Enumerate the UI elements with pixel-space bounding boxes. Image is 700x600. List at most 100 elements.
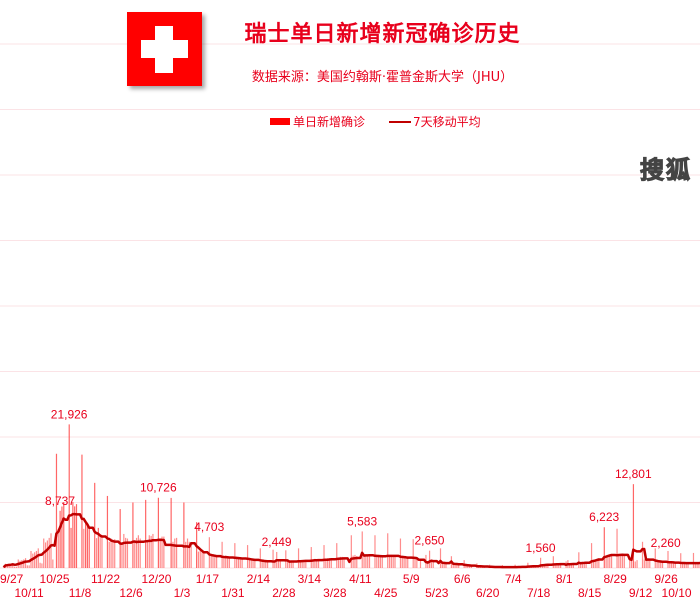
bar — [674, 563, 676, 568]
x-tick-label: 11/8 — [69, 586, 92, 600]
bar — [388, 555, 391, 568]
bar — [681, 563, 684, 568]
bar — [416, 557, 418, 568]
bar — [596, 558, 598, 568]
data-label: 2,260 — [651, 536, 681, 550]
bar — [467, 565, 469, 568]
x-tick-label: 12/6 — [119, 586, 143, 600]
bar — [607, 555, 609, 568]
bar — [210, 554, 212, 568]
bar — [201, 552, 203, 568]
bar — [94, 482, 96, 568]
bar — [379, 555, 382, 568]
bar — [50, 533, 52, 568]
x-tick-label: 7/4 — [505, 572, 522, 586]
x-tick-label: 7/18 — [527, 586, 551, 600]
bar — [328, 558, 331, 568]
bar — [354, 554, 356, 568]
bar — [339, 556, 341, 568]
bar — [32, 553, 34, 568]
x-tick-label: 8/1 — [556, 572, 573, 586]
bar — [81, 454, 83, 568]
bar — [312, 559, 314, 568]
x-tick-label: 9/12 — [629, 586, 653, 600]
bar — [407, 558, 409, 568]
bar — [401, 556, 403, 568]
bar — [649, 560, 651, 568]
bar — [469, 566, 471, 568]
x-tick-label: 9/26 — [654, 572, 678, 586]
data-label: 1,560 — [525, 541, 555, 555]
bar — [83, 528, 85, 568]
bar — [341, 556, 343, 568]
bar — [623, 554, 625, 568]
bar — [330, 558, 332, 568]
bar — [23, 559, 25, 568]
bar — [85, 522, 87, 568]
legend-line-swatch — [389, 120, 412, 123]
bar — [667, 550, 669, 568]
bar — [343, 558, 345, 568]
x-tick-label: 2/14 — [247, 572, 271, 586]
bar — [671, 562, 673, 568]
bar — [381, 556, 383, 568]
bar — [443, 563, 445, 568]
bar — [458, 564, 460, 568]
bar — [367, 554, 369, 568]
bar — [428, 550, 431, 568]
bar — [687, 563, 689, 568]
bar — [698, 562, 700, 568]
bar — [234, 543, 236, 568]
bar — [661, 562, 664, 568]
bar — [183, 502, 185, 568]
x-tick-label: 4/25 — [374, 586, 398, 600]
bar — [239, 557, 241, 568]
bar — [241, 558, 243, 568]
data-label: 4,703 — [194, 520, 224, 534]
bar — [203, 552, 205, 568]
bar — [299, 560, 301, 568]
x-tick-label: 9/27 — [0, 572, 24, 586]
bar — [267, 561, 269, 568]
bar — [15, 566, 18, 568]
bar — [250, 558, 252, 568]
bar — [337, 557, 340, 568]
bar — [629, 558, 631, 568]
bar — [157, 497, 159, 568]
bar — [145, 499, 147, 568]
bar — [248, 559, 250, 568]
x-tick-label: 6/20 — [476, 586, 500, 600]
bar — [694, 563, 696, 568]
bar — [363, 554, 365, 568]
x-tick-label: 8/15 — [578, 586, 602, 600]
bar — [432, 562, 434, 568]
bar — [430, 561, 432, 568]
bar — [146, 540, 149, 568]
bar — [669, 562, 671, 568]
bar — [403, 556, 405, 568]
x-tick-label: 12/20 — [141, 572, 171, 586]
bar — [44, 542, 47, 568]
bar — [605, 556, 607, 568]
bar — [236, 557, 238, 568]
bar — [685, 563, 687, 568]
bar — [185, 541, 187, 568]
bar — [552, 556, 554, 568]
legend: 单日新增确诊 7天移动平均 — [270, 113, 481, 130]
bar — [272, 549, 274, 568]
bar — [259, 548, 261, 568]
bar — [305, 560, 307, 568]
bar — [641, 541, 644, 568]
bar — [63, 502, 65, 568]
bar — [37, 548, 39, 568]
bar — [570, 563, 573, 568]
bar — [547, 564, 549, 568]
x-tick-label: 11/22 — [91, 572, 120, 586]
bar — [3, 567, 5, 568]
x-tick-label: 6/6 — [454, 572, 471, 586]
bar — [672, 562, 675, 568]
bar — [399, 538, 402, 568]
bar — [74, 506, 76, 568]
bar — [569, 563, 571, 568]
bar — [439, 548, 442, 568]
